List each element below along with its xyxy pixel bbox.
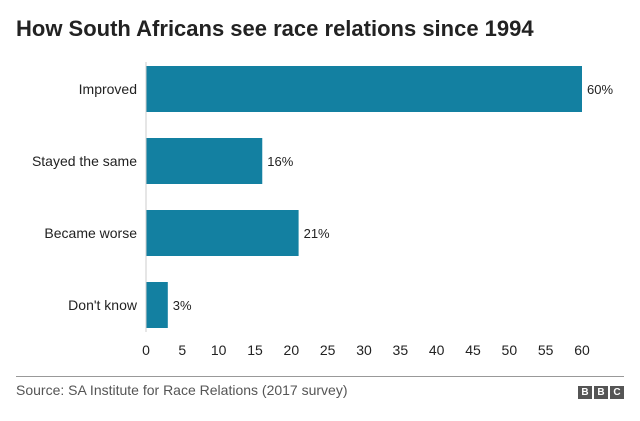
- bar: [146, 210, 299, 256]
- x-tick-label: 25: [320, 342, 336, 358]
- data-label: 60%: [587, 82, 613, 97]
- category-label: Don't know: [68, 297, 138, 313]
- x-tick-label: 35: [393, 342, 409, 358]
- x-tick-label: 50: [502, 342, 518, 358]
- x-tick-label: 10: [211, 342, 227, 358]
- x-tick-label: 30: [356, 342, 372, 358]
- logo-letter: C: [610, 386, 624, 399]
- data-label: 16%: [267, 154, 293, 169]
- x-tick-label: 15: [247, 342, 263, 358]
- x-tick-label: 60: [574, 342, 590, 358]
- category-label: Stayed the same: [32, 153, 137, 169]
- x-tick-label: 45: [465, 342, 481, 358]
- footer-divider: [16, 376, 624, 377]
- x-tick-label: 40: [429, 342, 445, 358]
- source-note: Source: SA Institute for Race Relations …: [16, 382, 348, 398]
- bar: [146, 282, 168, 328]
- x-tick-label: 0: [142, 342, 150, 358]
- data-label: 3%: [173, 298, 192, 313]
- x-tick-label: 55: [538, 342, 554, 358]
- logo-letter: B: [594, 386, 608, 399]
- category-label: Improved: [79, 81, 137, 97]
- data-label: 21%: [304, 226, 330, 241]
- category-label: Became worse: [44, 225, 137, 241]
- logo-letter: B: [578, 386, 592, 399]
- bar: [146, 66, 582, 112]
- bar: [146, 138, 263, 184]
- x-tick-label: 20: [284, 342, 300, 358]
- chart-title: How South Africans see race relations si…: [16, 16, 534, 41]
- x-tick-label: 5: [178, 342, 186, 358]
- bbc-logo: B B C: [578, 386, 624, 399]
